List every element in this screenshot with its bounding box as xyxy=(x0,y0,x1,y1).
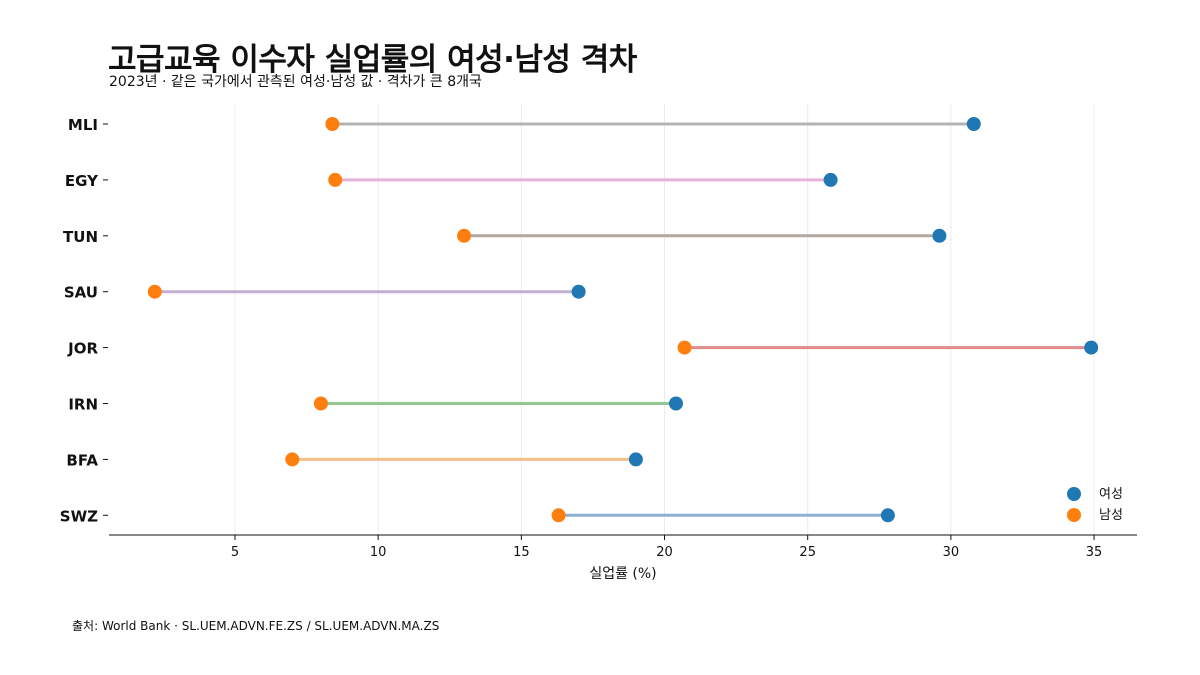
chart-title: 고급교육 이수자 실업률의 여성·남성 격차 xyxy=(108,42,637,78)
male-point xyxy=(285,452,300,467)
connector-layer xyxy=(154,122,1092,517)
male-point xyxy=(677,340,692,355)
y-tick-label: SWZ xyxy=(60,507,98,525)
grid-layer xyxy=(234,104,1095,535)
x-tick-label: 25 xyxy=(799,545,816,560)
legend-marker xyxy=(1067,508,1081,522)
y-tick-label: BFA xyxy=(66,451,98,469)
source-note: 출처: World Bank · SL.UEM.ADVN.FE.ZS / SL.… xyxy=(72,619,440,633)
chart-subtitle: 2023년 · 같은 국가에서 관측된 여성·남성 값 · 격차가 큰 8개국 xyxy=(109,74,482,90)
female-point xyxy=(628,452,643,467)
female-point xyxy=(966,117,981,131)
y-tick-label: JOR xyxy=(67,340,98,358)
point-layer xyxy=(147,117,1099,523)
x-tick-label: 15 xyxy=(513,545,530,560)
male-point xyxy=(313,396,328,411)
female-point xyxy=(668,396,683,411)
y-tick-layer: MLI EGY TUN SAU JOR IRN BFA SWZ xyxy=(60,116,108,525)
x-tick-label: 20 xyxy=(656,545,673,560)
male-point xyxy=(328,172,343,187)
male-point xyxy=(325,117,340,131)
female-point xyxy=(880,508,895,523)
x-tick-label: 35 xyxy=(1086,545,1103,560)
x-axis-title: 실업률 (%) xyxy=(589,566,656,582)
female-point xyxy=(1084,340,1099,355)
male-point xyxy=(457,228,472,243)
x-tick-label: 30 xyxy=(943,545,960,560)
x-tick-label: 5 xyxy=(231,545,239,560)
female-point xyxy=(571,284,586,299)
y-tick-label: IRN xyxy=(68,396,98,414)
male-point xyxy=(147,284,162,299)
x-tick-label: 10 xyxy=(370,545,387,560)
legend-label: 여성 xyxy=(1099,487,1123,502)
legend-marker xyxy=(1067,487,1081,501)
y-tick-label: TUN xyxy=(63,228,98,246)
female-point xyxy=(823,172,838,187)
y-tick-label: EGY xyxy=(65,172,99,190)
x-tick-layer: 5 10 15 20 25 30 35 xyxy=(231,535,1102,560)
female-point xyxy=(932,228,947,243)
legend-label: 남성 xyxy=(1099,508,1123,523)
y-tick-label: SAU xyxy=(64,284,98,302)
y-tick-label: MLI xyxy=(68,116,98,134)
male-point xyxy=(551,508,566,523)
